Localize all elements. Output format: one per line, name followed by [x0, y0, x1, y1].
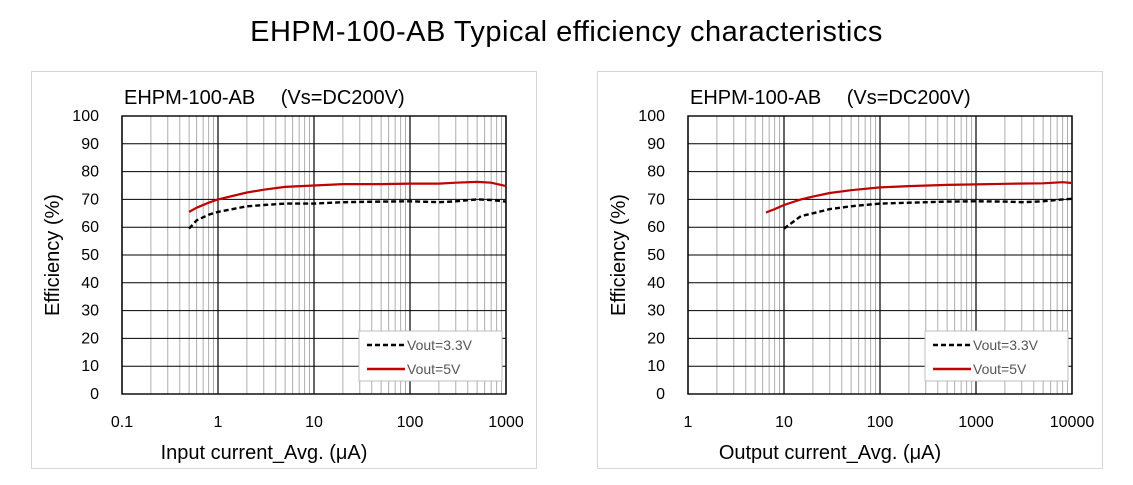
- y-tick-label: 90: [647, 136, 665, 153]
- y-tick-label: 40: [81, 275, 99, 292]
- y-tick-label: 100: [72, 108, 99, 125]
- legend-label: Vout=3.3V: [973, 337, 1039, 353]
- y-tick-label: 90: [81, 136, 99, 153]
- y-tick-label: 70: [81, 191, 99, 208]
- x-tick-label: 1: [684, 414, 693, 431]
- y-tick-label: 10: [81, 358, 99, 375]
- x-tick-label: 10: [305, 414, 323, 431]
- y-tick-label: 70: [647, 191, 665, 208]
- legend-box: [358, 330, 503, 382]
- y-tick-label: 0: [656, 386, 665, 403]
- legend-label: Vout=5V: [973, 361, 1027, 377]
- y-tick-label: 0: [90, 386, 99, 403]
- series-line: [765, 181, 1073, 214]
- y-tick-label: 20: [647, 330, 665, 347]
- y-axis-label: Efficiency (%): [608, 194, 630, 316]
- y-tick-label: 20: [81, 330, 99, 347]
- plot-frame: [121, 115, 507, 395]
- y-tick-label: 30: [81, 303, 99, 320]
- x-tick-label: 100: [397, 414, 424, 431]
- series-line: [188, 180, 507, 213]
- x-tick-label: 10: [775, 414, 793, 431]
- efficiency-chart-input: 0 10 20 30 40 50 60 70 80 90 100 0.1 1 10 100 1000 EHPM-…: [42, 87, 524, 464]
- y-tick-label: 50: [647, 247, 665, 264]
- y-tick-label: 80: [81, 164, 99, 181]
- y-tick-label: 60: [647, 219, 665, 236]
- legend-box: [924, 330, 1069, 382]
- y-tick-label: 40: [647, 275, 665, 292]
- y-tick-label: 60: [81, 219, 99, 236]
- x-axis-label: Input current_Avg. (μA): [161, 442, 368, 464]
- y-tick-label: 10: [647, 358, 665, 375]
- y-tick-label: 50: [81, 247, 99, 264]
- y-axis-label: Efficiency (%): [42, 194, 64, 316]
- x-tick-label: 1000: [958, 414, 994, 431]
- series-line: [783, 197, 1073, 230]
- x-tick-label: 100: [867, 414, 894, 431]
- y-tick-label: 100: [638, 108, 665, 125]
- page-title: EHPM-100-AB Typical efficiency character…: [250, 16, 883, 48]
- series-line: [188, 198, 507, 230]
- y-tick-label: 80: [647, 164, 665, 181]
- chart-panel-output: 0 10 20 30 40 50 60 70 80 90 100 1 10 100 1000 10000 EHP…: [597, 71, 1103, 469]
- plot-frame: [687, 115, 1073, 395]
- legend-label: Vout=3.3V: [407, 337, 473, 353]
- chart-title: EHPM-100-AB (Vs=DC200V): [690, 87, 971, 109]
- chart-title: EHPM-100-AB (Vs=DC200V): [124, 87, 405, 109]
- x-tick-label: 10000: [1050, 414, 1095, 431]
- x-axis-label: Output current_Avg. (μA): [719, 442, 941, 464]
- chart-panel-input: 0 10 20 30 40 50 60 70 80 90 100 0.1 1 10 100 1000 EHPM-…: [31, 71, 537, 469]
- x-tick-label: 0.1: [111, 414, 133, 431]
- y-tick-label: 30: [647, 303, 665, 320]
- x-tick-label: 1: [214, 414, 223, 431]
- legend-label: Vout=5V: [407, 361, 461, 377]
- x-tick-label: 1000: [488, 414, 524, 431]
